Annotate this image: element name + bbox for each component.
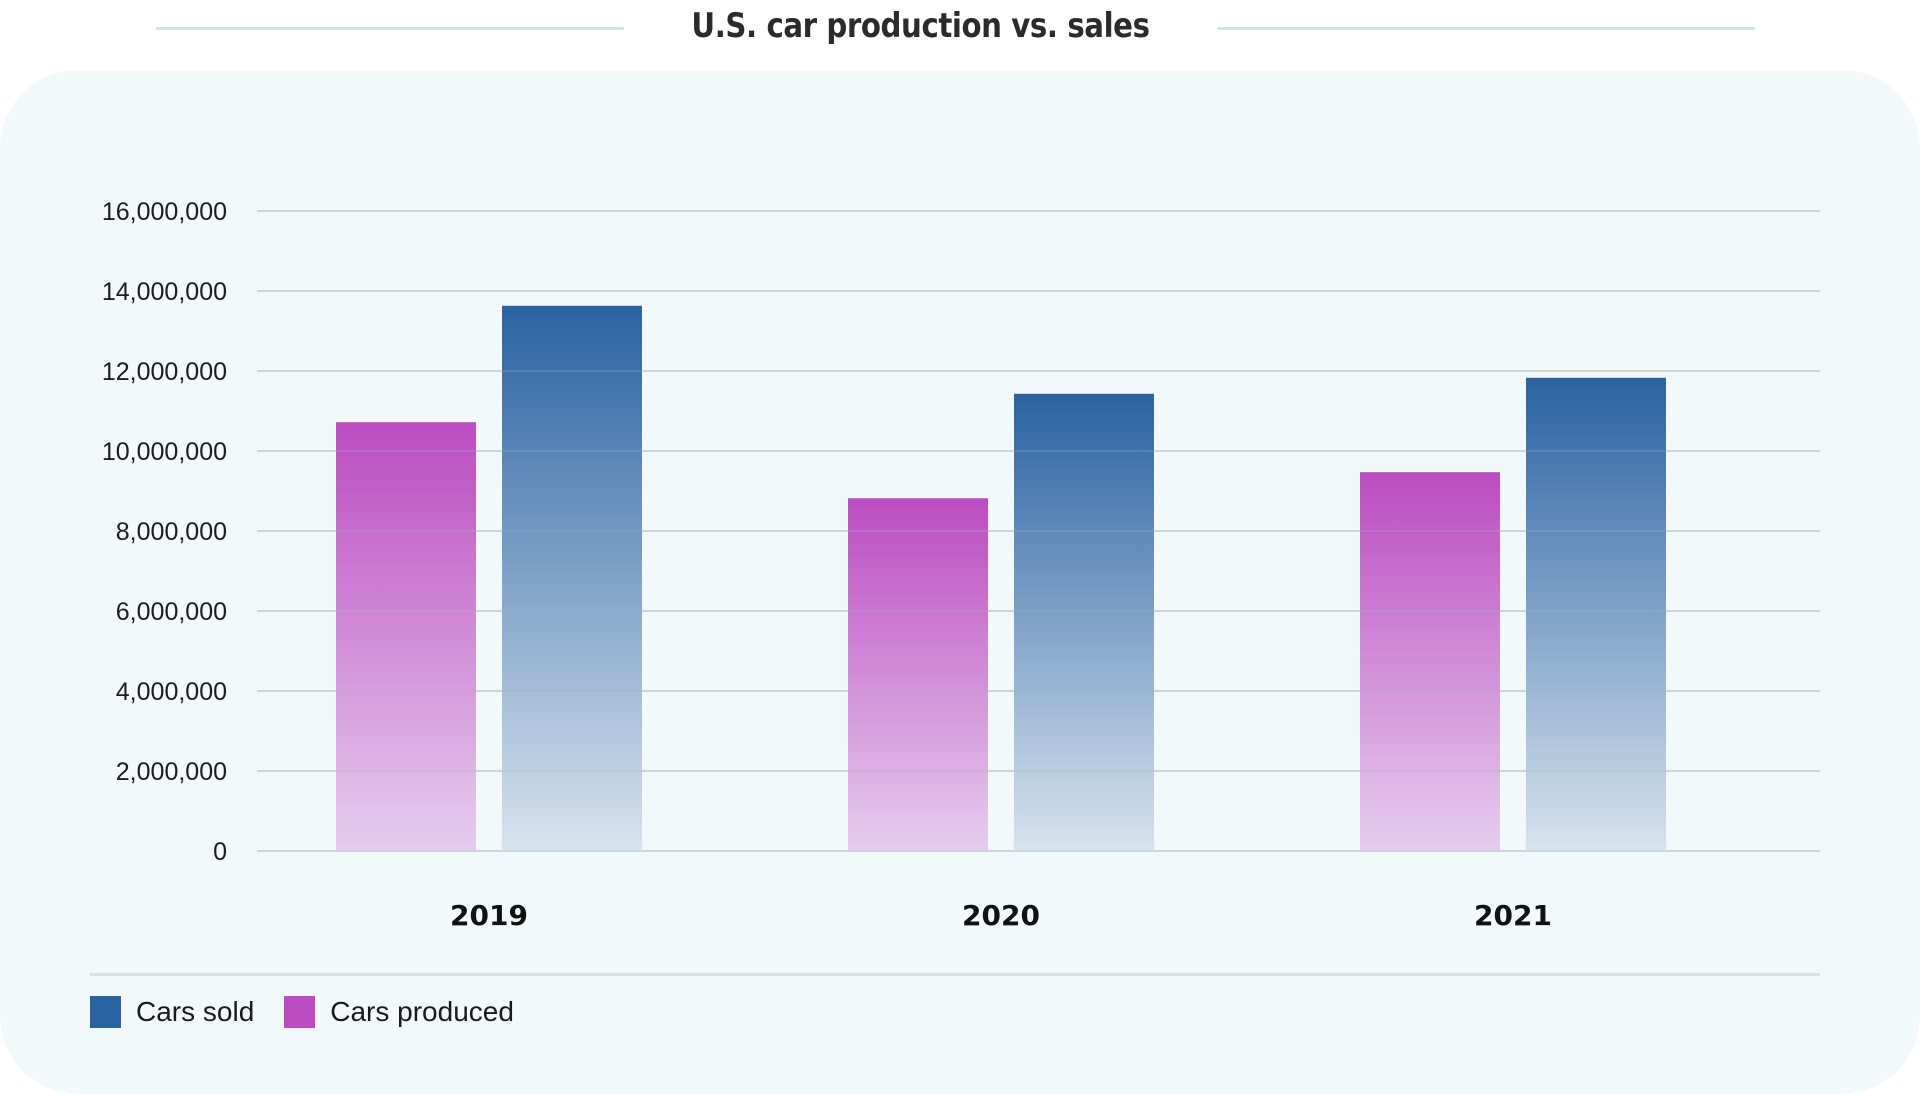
legend-label: Cars produced [330, 996, 514, 1027]
x-tick-label: 2019 [450, 899, 528, 932]
y-tick-label: 16,000,000 [102, 198, 227, 226]
gridline-overlay [257, 210, 1820, 852]
bar-cars-produced-2020[interactable] [848, 498, 988, 851]
y-tick-label: 14,000,000 [102, 278, 227, 306]
title-divider-right [1217, 27, 1755, 30]
bar-cars-sold-2020[interactable] [1014, 393, 1154, 851]
chart-title: U.S. car production vs. sales [691, 6, 1150, 46]
x-tick-label: 2020 [962, 899, 1040, 932]
y-tick-label: 10,000,000 [102, 438, 227, 466]
legend-label: Cars sold [136, 996, 255, 1027]
bar-cars-sold-2019[interactable] [502, 305, 642, 851]
y-tick-label: 6,000,000 [116, 598, 227, 626]
y-tick-label: 2,000,000 [116, 758, 227, 786]
legend-swatch-cars-sold [90, 996, 121, 1028]
bar-cars-produced-2019[interactable] [336, 422, 476, 851]
x-tick-label: 2021 [1474, 899, 1552, 932]
y-tick-label: 4,000,000 [116, 678, 227, 706]
bars [336, 305, 1666, 851]
legend-swatch-cars-produced [284, 996, 316, 1028]
legend-item-cars-sold[interactable]: Cars sold [90, 996, 254, 1028]
legend-item-cars-produced[interactable]: Cars produced [284, 996, 514, 1028]
legend-divider [90, 973, 1820, 976]
chart-header: U.S. car production vs. sales [0, 0, 1920, 56]
bar-cars-produced-2021[interactable] [1360, 472, 1500, 851]
x-axis: 2019 2020 2021 [450, 899, 1552, 932]
y-tick-label: 12,000,000 [102, 358, 227, 386]
y-tick-label: 8,000,000 [116, 518, 227, 546]
legend: Cars sold Cars produced [90, 996, 544, 1028]
y-axis: 0 2,000,000 4,000,000 6,000,000 8,000,000 10,… [102, 198, 227, 866]
y-tick-label: 0 [213, 838, 227, 866]
bar-cars-sold-2021[interactable] [1526, 377, 1666, 851]
title-divider-left [156, 27, 624, 30]
